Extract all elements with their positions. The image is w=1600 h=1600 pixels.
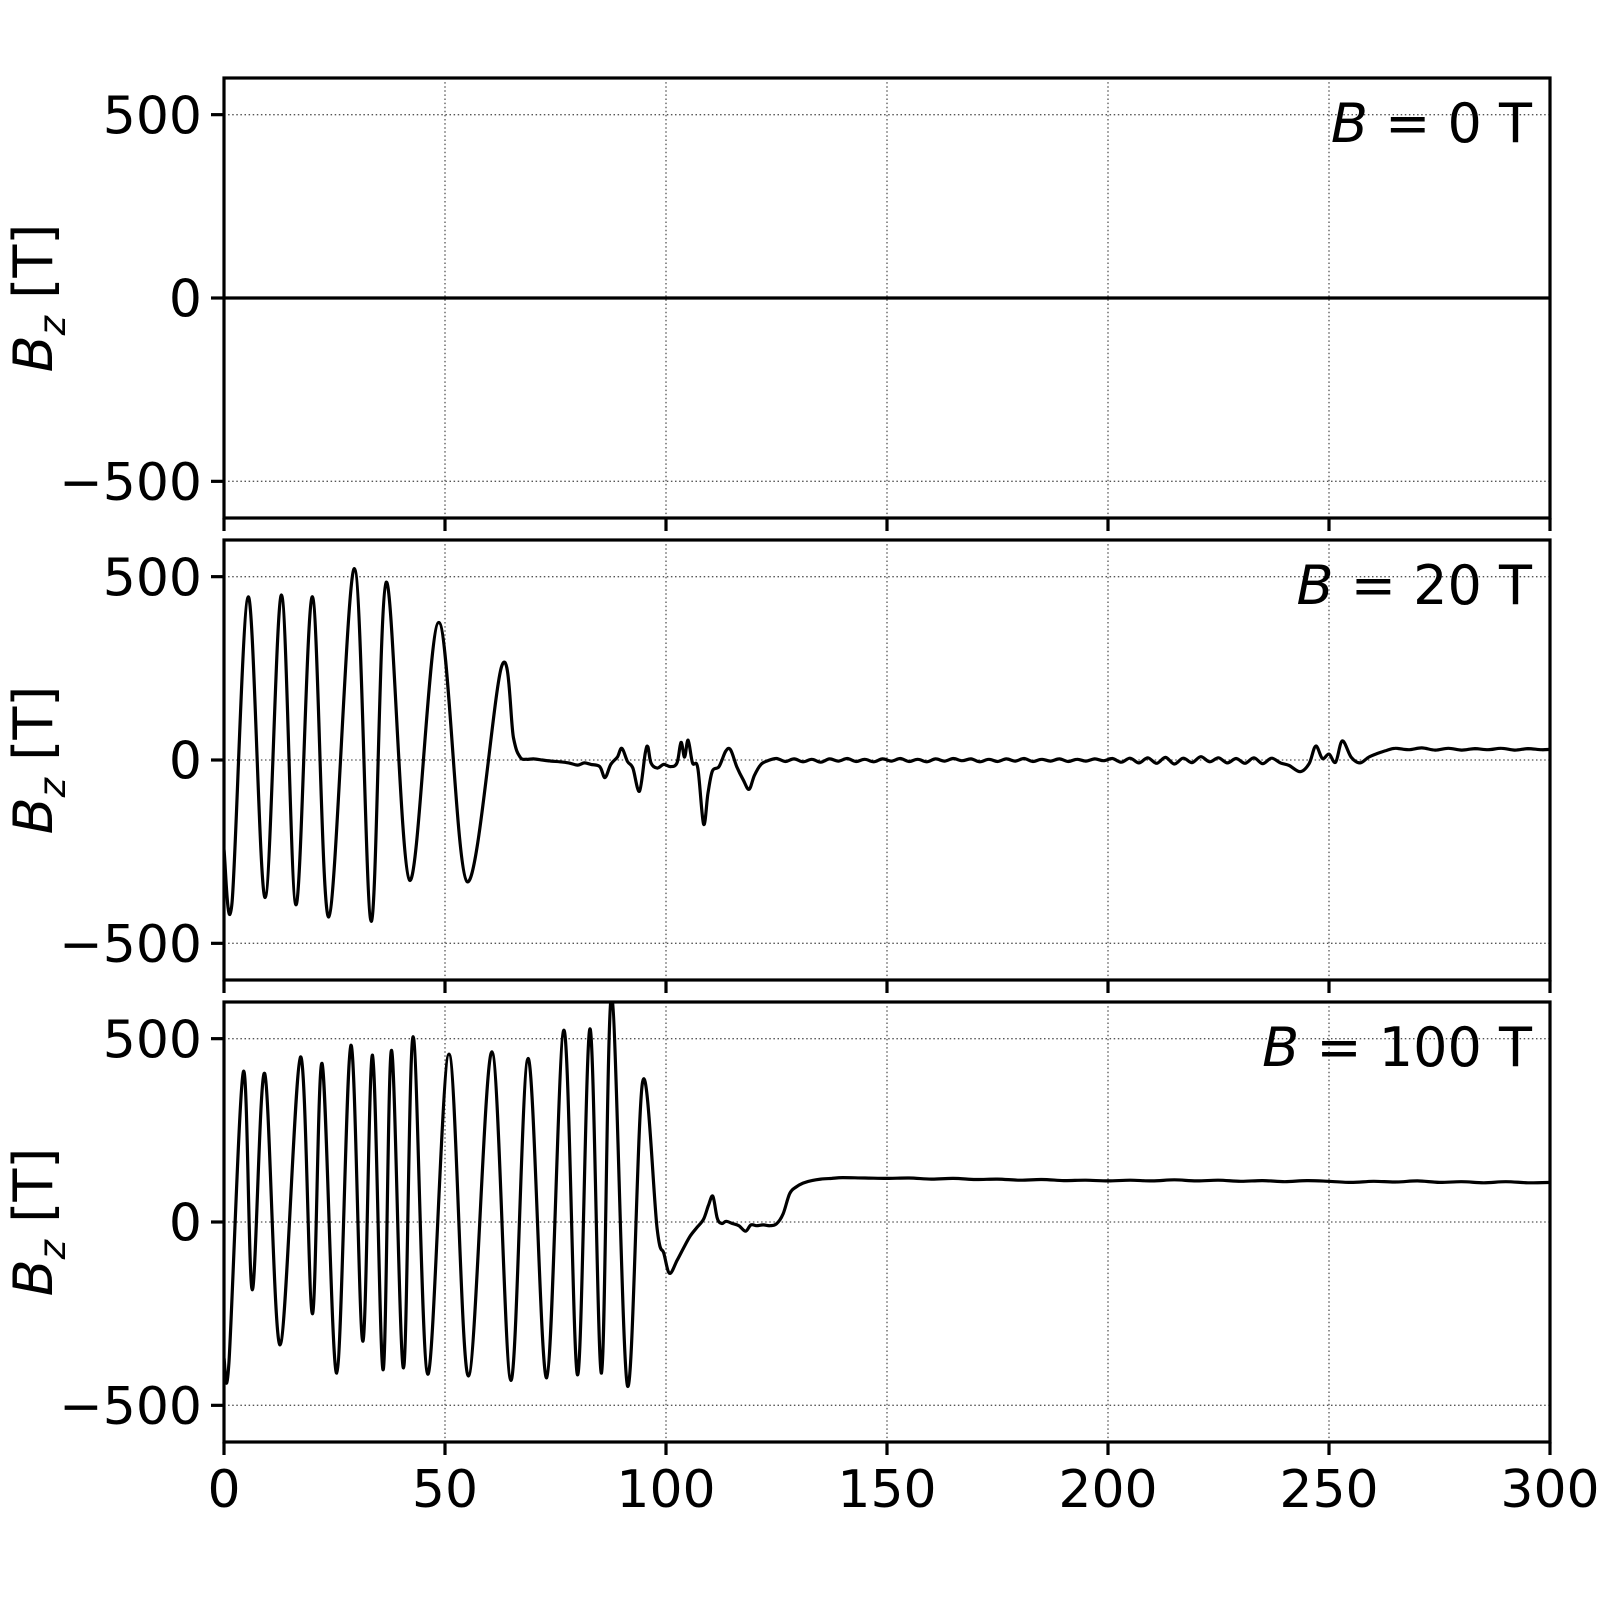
y-tick-label: 0: [169, 270, 202, 330]
annotation-symbol: B: [1297, 554, 1334, 617]
annotation-symbol: B: [1331, 92, 1368, 155]
x-tick-label: 250: [1279, 1460, 1378, 1520]
x-tick-label: 100: [616, 1460, 715, 1520]
y-tick-label: −500: [59, 915, 202, 975]
y-axis-label: Bz [T]: [2, 224, 74, 373]
x-tick-label: 50: [412, 1460, 478, 1520]
y-tick-label: 500: [103, 548, 202, 608]
panel-annotation-b-0t: B = 0 T: [1331, 92, 1533, 155]
y-tick-label: −500: [59, 453, 202, 513]
data-line-b-20t: [224, 566, 1550, 923]
x-tick-label: 150: [837, 1460, 936, 1520]
x-tick-labels: 0 50 100 150 200 250 300: [207, 1460, 1599, 1520]
y-tick-label: 0: [169, 732, 202, 792]
panel-annotation-b-100t: B = 100 T: [1262, 1016, 1533, 1079]
data-line-b-100t: [224, 1002, 1550, 1388]
y-tick-label: 0: [169, 1194, 202, 1254]
panel-b-0t: 500 0 −500 B = 0 T Bz [T]: [2, 76, 1552, 531]
panel-b-20t: 500 0 −500 B = 20 T Bz [T]: [2, 538, 1552, 993]
annotation-text: = 100 T: [1299, 1016, 1533, 1079]
annotation-text: = 20 T: [1334, 554, 1533, 617]
annotation-symbol: B: [1262, 1016, 1299, 1079]
y-axis-label-group: Bz [T]: [2, 224, 74, 373]
y-axis-label-group: Bz [T]: [2, 686, 74, 835]
y-axis-label: Bz [T]: [2, 686, 74, 835]
y-tick-label: 500: [103, 86, 202, 146]
y-axis-label-group: Bz [T]: [2, 1148, 74, 1297]
x-tick-label: 0: [207, 1460, 240, 1520]
annotation-text: = 0 T: [1368, 92, 1533, 155]
panel-b-100t: 500 0 −500 B = 100 T Bz [T]: [2, 1000, 1552, 1455]
panel-annotation-b-20t: B = 20 T: [1297, 554, 1534, 617]
y-tick-label: 500: [103, 1010, 202, 1070]
y-tick-label: −500: [59, 1377, 202, 1437]
x-tick-label: 200: [1058, 1460, 1157, 1520]
y-axis-label: Bz [T]: [2, 1148, 74, 1297]
x-tick-label: 300: [1500, 1460, 1599, 1520]
